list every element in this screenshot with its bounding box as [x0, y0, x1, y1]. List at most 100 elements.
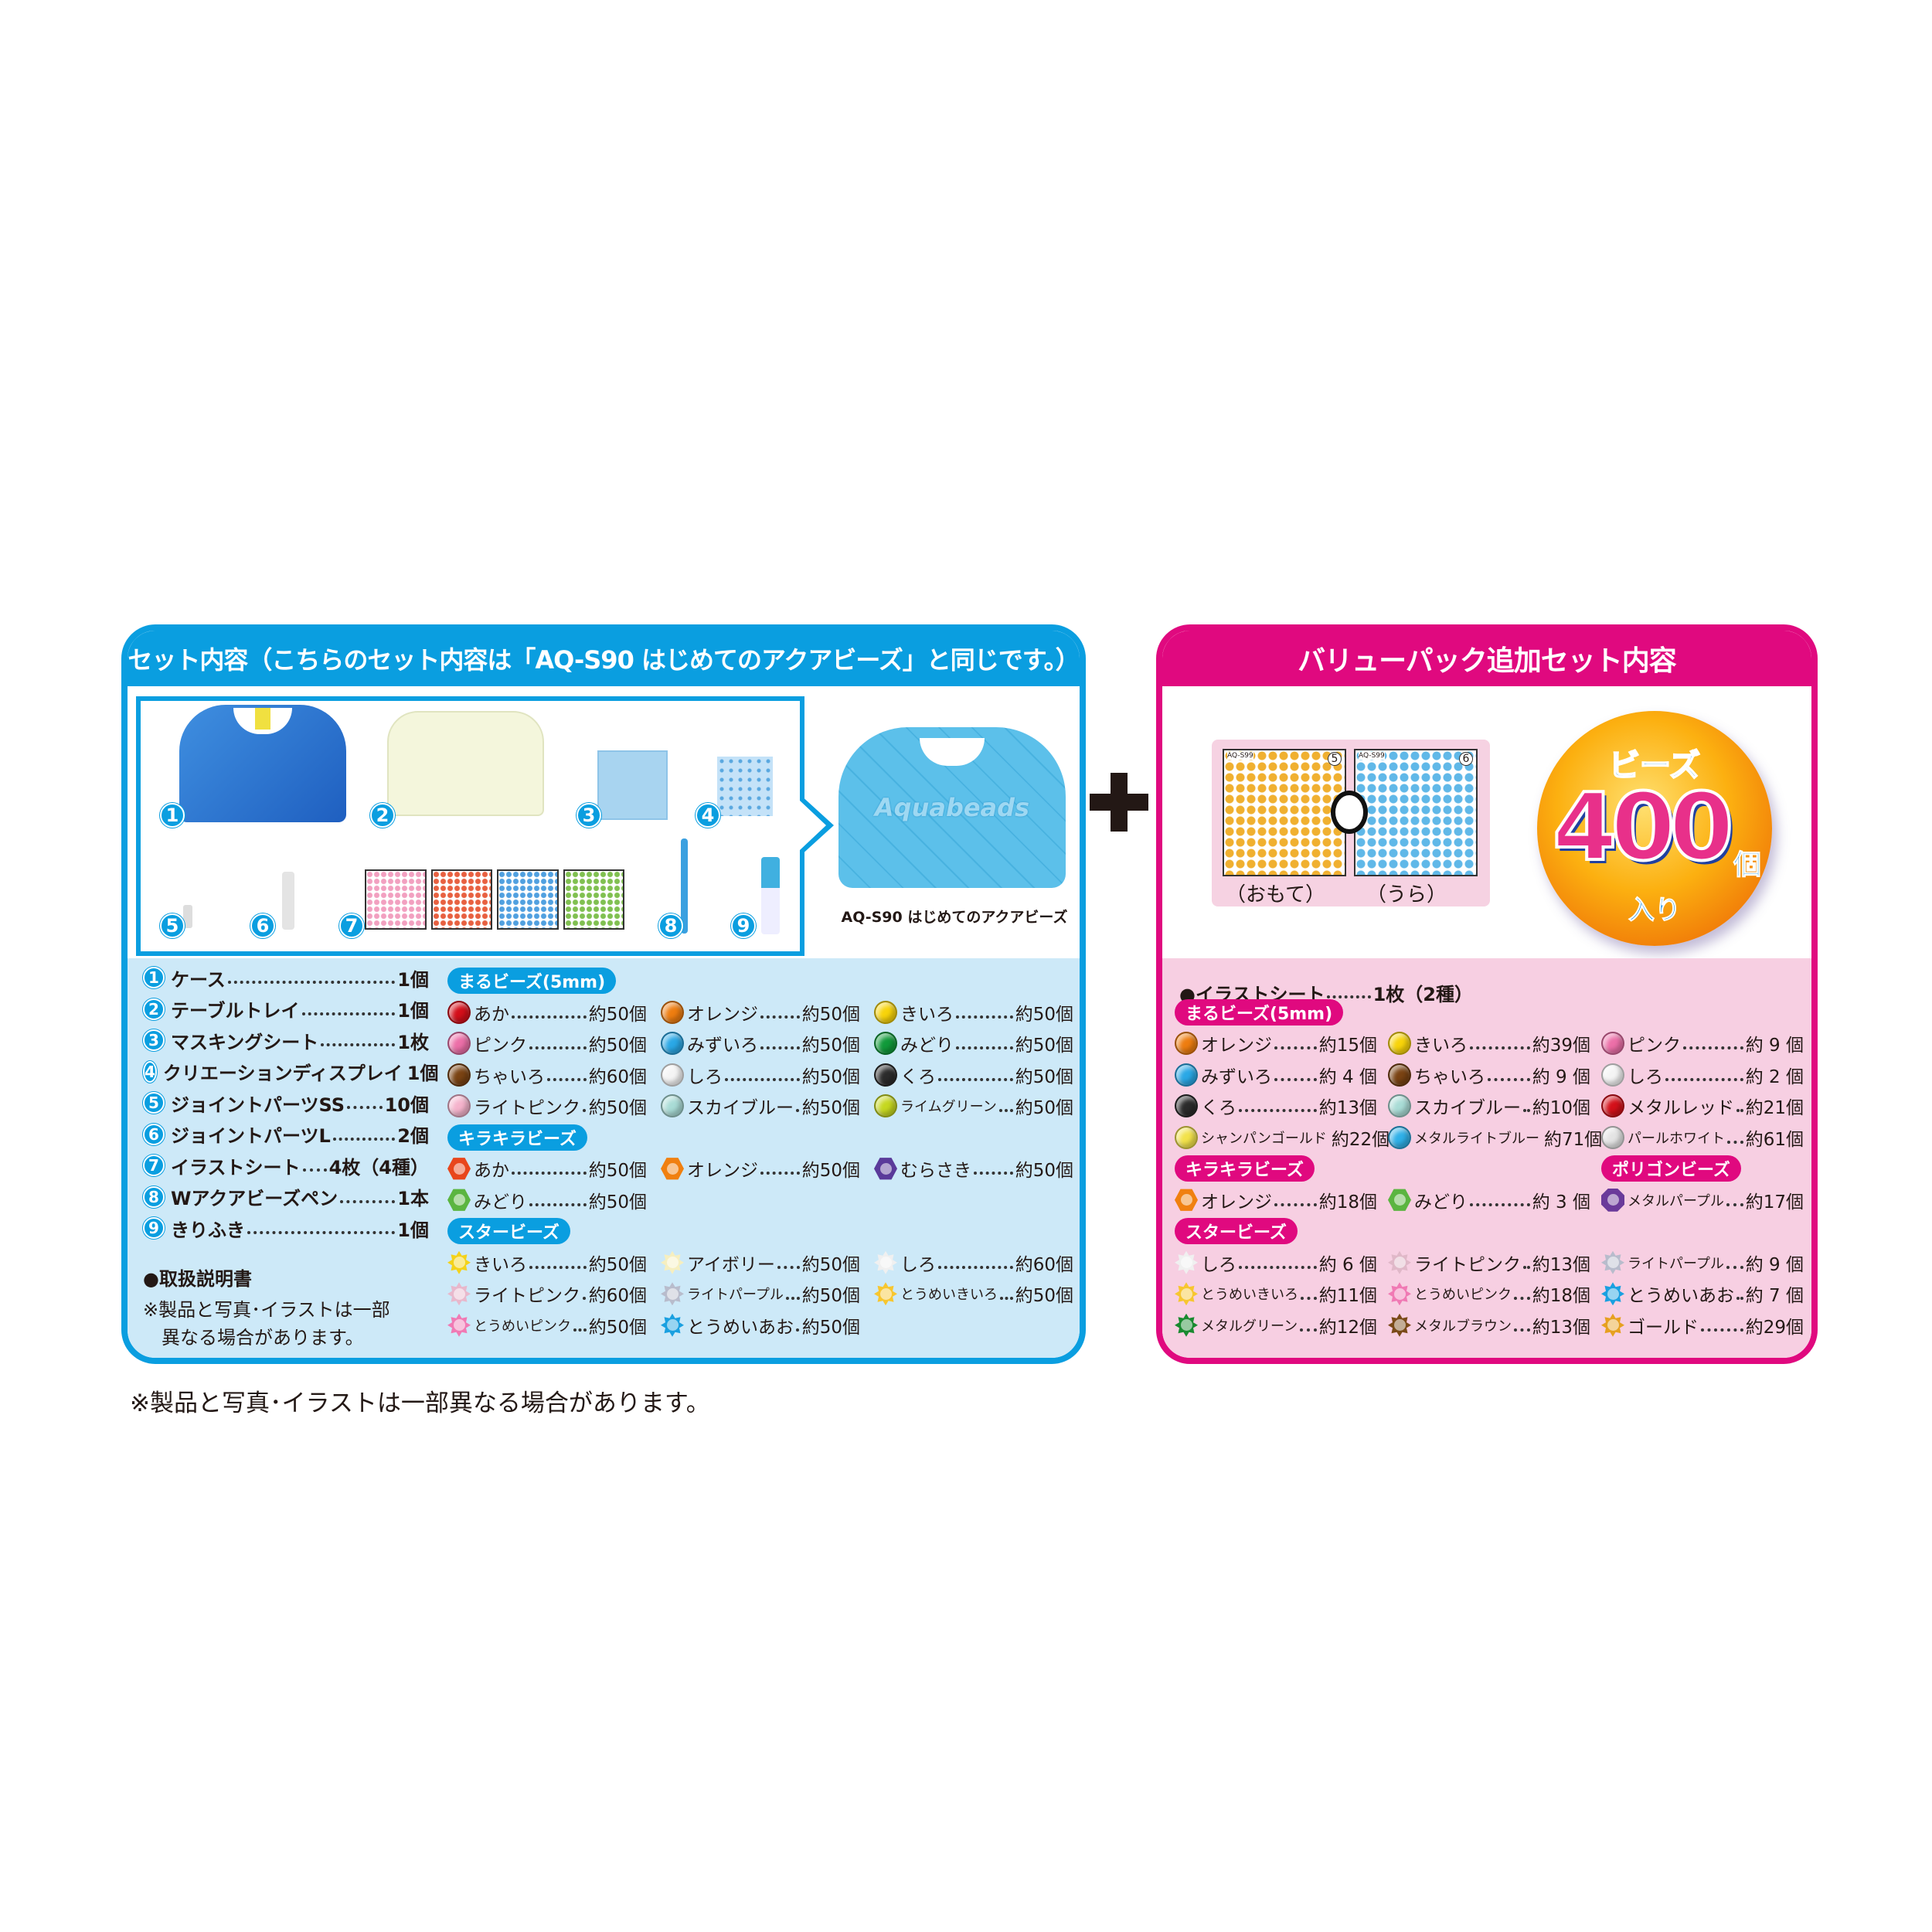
star-bead-icon: [1388, 1250, 1411, 1274]
bead-name: ライトパープル: [1628, 1255, 1724, 1272]
bead-name: しろ: [1201, 1254, 1236, 1275]
bead-name: ゴールド: [1628, 1317, 1699, 1338]
bead-name: パールホワイト: [1628, 1130, 1725, 1147]
bead-item: アイボリー 約50個: [661, 1247, 860, 1279]
bead-count: 約29個: [1745, 1317, 1804, 1338]
sheet-back-label: （うら）: [1366, 883, 1447, 906]
leader-dots: [573, 1328, 587, 1332]
item-name: ジョイントパーツSS: [171, 1094, 345, 1116]
set-contents-panel: セット内容（こちらのセット内容は「AQ-S90 はじめてのアクアビーズ」と同じで…: [121, 624, 1086, 1364]
bead-name: オレンジ: [1201, 1036, 1272, 1056]
sheet-code: AQ-S99: [1359, 752, 1385, 760]
leader-dots: [998, 1109, 1013, 1113]
bead-item: ライトパープル 約50個: [661, 1278, 860, 1310]
leader-dots: [529, 1046, 587, 1050]
bead-name: とうめいきいろ: [1201, 1287, 1298, 1304]
round-bead-icon: [1388, 1125, 1411, 1149]
bead-name: スカイブルー: [1414, 1098, 1521, 1119]
creation-display-image: [717, 757, 773, 816]
bead-item: ピンク 約 9 個: [1601, 1028, 1804, 1060]
leader-dots: [529, 1265, 587, 1269]
badge-number: 400: [1551, 773, 1735, 883]
component-item: 7 イラストシート 4枚（4種）: [143, 1150, 429, 1182]
hex-bead-icon: [1388, 1189, 1411, 1211]
sheet-front-image: AQ-S99 5: [1223, 749, 1346, 876]
sheet-code: AQ-S99: [1227, 752, 1253, 760]
bead-name: きいろ: [900, 1004, 954, 1025]
bead-name: くろ: [900, 1066, 936, 1087]
number-badge-icon: 9: [143, 1217, 165, 1240]
bead-count: 約 9 個: [1745, 1254, 1804, 1275]
star-bead-icon: [1175, 1250, 1198, 1274]
bead-item: とうめいピンク 約18個: [1388, 1278, 1590, 1310]
leader-dots: [796, 1109, 800, 1113]
bead-count: 約50個: [588, 1192, 647, 1213]
leader-dots: [347, 1106, 383, 1110]
bead-name: とうめいきいろ: [900, 1287, 998, 1304]
star-bead-icon: [1601, 1313, 1624, 1337]
leader-dots: [1470, 1202, 1530, 1206]
star-bead-icon: [874, 1250, 897, 1274]
leader-dots: [938, 1265, 1013, 1269]
bead-name: スカイブルー: [687, 1098, 794, 1119]
contents-list: [128, 958, 1080, 1358]
item-name: ジョイントパーツL: [171, 1125, 331, 1148]
bead-count: 約50個: [588, 1161, 647, 1182]
bead-name: あか: [474, 1161, 509, 1182]
bead-count: 約50個: [588, 1317, 647, 1338]
leader-dots: [547, 1077, 587, 1081]
leader-dots: [1523, 1109, 1530, 1113]
sheet-front-label: （おもて）: [1226, 883, 1325, 906]
disclaimer-line-2: 異なる場合があります。: [162, 1327, 364, 1349]
number-badge-icon: 2: [143, 998, 165, 1020]
round-bead-icon: [661, 1094, 684, 1118]
bead-name: とうめいあお: [1628, 1286, 1734, 1307]
bead-item: あか 約50個: [447, 1153, 647, 1185]
item-count: 1枚（2種）: [1372, 983, 1473, 1005]
number-badge-icon: 6: [250, 913, 275, 938]
bead-count: 約39個: [1532, 1036, 1590, 1056]
leader-dots: [340, 1199, 396, 1203]
bead-item: とうめいきいろ 約11個: [1175, 1278, 1377, 1310]
illust-sheets-image: [365, 869, 624, 930]
leader-dots: [321, 1043, 396, 1047]
bead-count: 約21個: [1745, 1098, 1804, 1119]
leader-dots: [332, 1137, 396, 1141]
star-bead-icon: [661, 1250, 684, 1274]
bead-count: 約10個: [1532, 1098, 1590, 1119]
leader-dots: [583, 1109, 587, 1113]
round-bead-icon: [661, 1000, 684, 1024]
bead-name: とうめいピンク: [474, 1318, 571, 1335]
bead-name: しろ: [1628, 1066, 1663, 1087]
leader-dots: [1301, 1297, 1317, 1301]
bead-item: ライトピンク 約13個: [1388, 1247, 1590, 1279]
bead-count: 約50個: [588, 1004, 647, 1025]
joint-parts-l-image: [282, 872, 294, 930]
leader-dots: [1683, 1046, 1743, 1050]
star-bead-icon: [1388, 1282, 1411, 1306]
bead-count: 約 9 個: [1745, 1036, 1804, 1056]
bead-count: 約50個: [1015, 1286, 1073, 1307]
bead-count: 約13個: [1318, 1098, 1377, 1119]
bead-item: オレンジ 約50個: [661, 997, 860, 1029]
bead-count: 約11個: [1318, 1286, 1377, 1307]
number-badge-icon: 8: [658, 913, 683, 938]
badge-unit: 個: [1733, 849, 1762, 882]
round-bead-icon: [661, 1032, 684, 1056]
bead-item: みどり 約50個: [874, 1028, 1073, 1060]
round-bead-icon: [1601, 1063, 1624, 1087]
assembled-case-image: Aquabeads: [838, 727, 1066, 888]
bead-count: 約50個: [588, 1098, 647, 1119]
bead-name: しろ: [900, 1254, 936, 1275]
component-item: 5 ジョイントパーツSS 10個: [143, 1087, 429, 1119]
leader-dots: [760, 1172, 800, 1175]
bead-item: シャンパンゴールド 約22個: [1175, 1122, 1389, 1154]
number-badge-icon: 6: [143, 1123, 165, 1145]
leader-dots: [1514, 1328, 1530, 1332]
bead-count: 約50個: [801, 1036, 860, 1056]
disclaimer-line-1: ※製品と写真･イラストは一部: [143, 1299, 390, 1321]
badge-top-text: ビーズ: [1608, 747, 1701, 784]
bead-item: きいろ 約50個: [447, 1247, 647, 1279]
round-bead-icon: [874, 1063, 897, 1087]
flip-arrows-icon: [1331, 791, 1368, 834]
